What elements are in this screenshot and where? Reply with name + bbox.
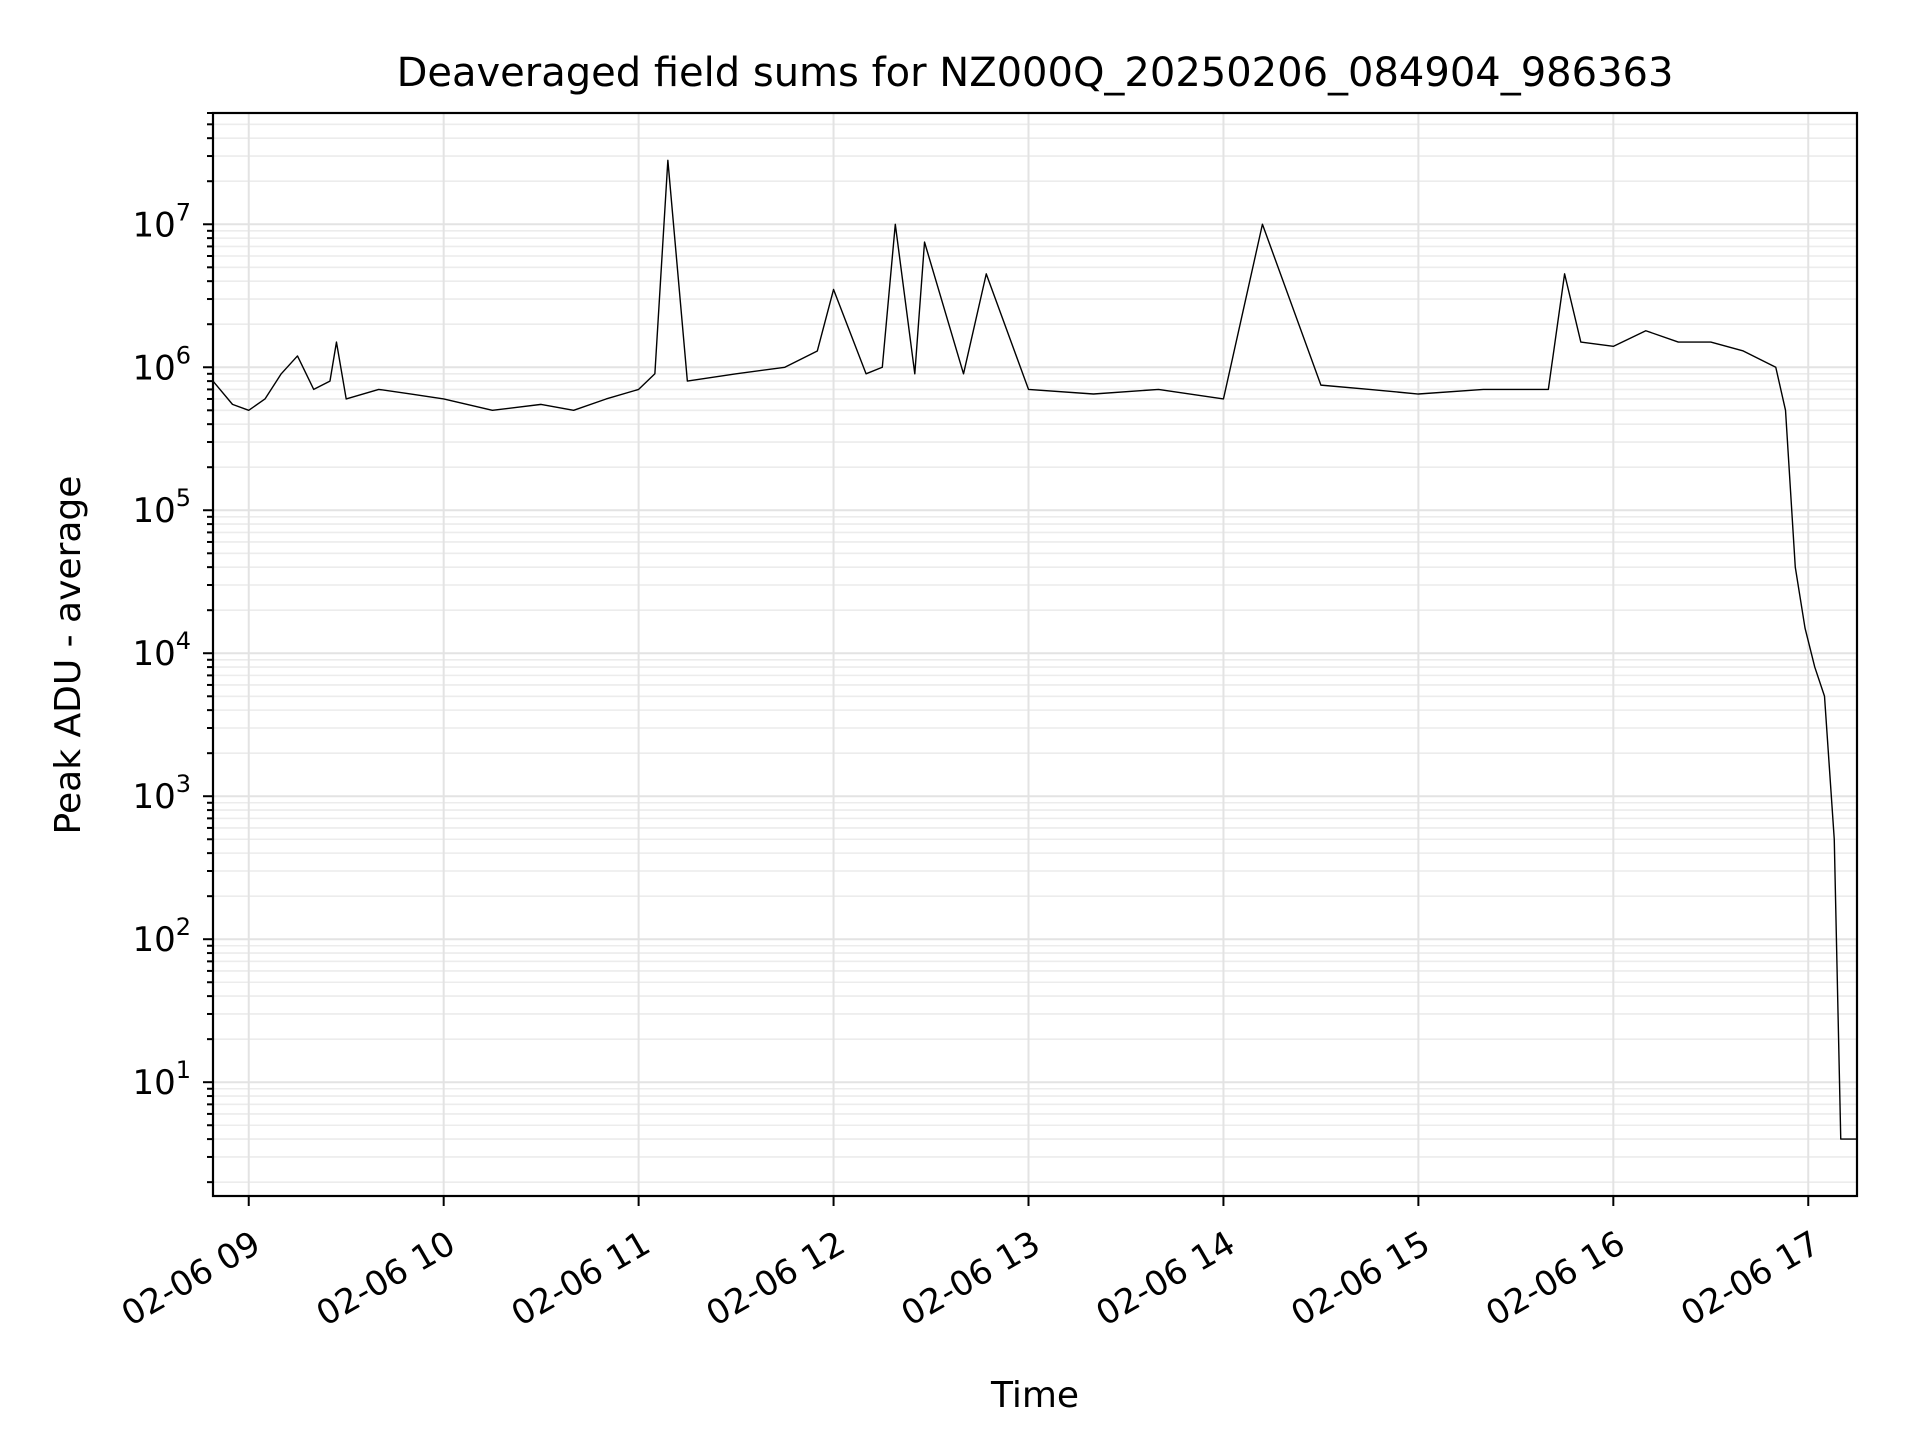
y-tick-label-exponent: 1 [176, 1056, 191, 1084]
x-tick-label: 02-06 09 [115, 1223, 267, 1334]
y-tick-label: 105 [132, 484, 191, 531]
series-layer [212, 159, 1857, 1140]
x-tick-label: 02-06 14 [1090, 1223, 1242, 1334]
y-tick-label-exponent: 6 [176, 341, 191, 369]
series-line-0 [212, 159, 1857, 1140]
y-tick-label-exponent: 5 [176, 484, 191, 512]
y-tick-label-base: 10 [132, 491, 175, 531]
y-tick-label: 102 [132, 913, 191, 960]
plot-area-frame [211, 111, 1859, 1198]
x-tick-label: 02-06 13 [895, 1223, 1047, 1334]
y-tick-label-base: 10 [132, 348, 175, 388]
x-tick-label: 02-06 15 [1284, 1223, 1436, 1334]
x-tick-label: 02-06 12 [700, 1223, 852, 1334]
y-tick-label-base: 10 [132, 777, 175, 817]
x-tick-label: 02-06 17 [1674, 1223, 1826, 1334]
grid [213, 112, 1857, 1196]
y-tick-label-base: 10 [132, 205, 175, 245]
x-tick-label: 02-06 11 [505, 1223, 657, 1334]
y-tick-label-exponent: 2 [176, 913, 191, 941]
y-axis-label: Peak ADU - average [48, 476, 89, 835]
y-tick-label: 106 [132, 341, 191, 388]
y-tick-label-base: 10 [132, 1063, 175, 1103]
chart-title: Deaveraged field sums for NZ000Q_2025020… [397, 50, 1674, 96]
x-tick-label: 02-06 10 [310, 1223, 462, 1334]
y-tick-label-exponent: 7 [176, 198, 191, 226]
x-axis-label: Time [990, 1375, 1079, 1416]
x-tick-label: 02-06 16 [1479, 1223, 1631, 1334]
y-tick-label: 107 [132, 198, 191, 245]
y-tick-label: 104 [132, 627, 191, 674]
y-tick-label: 101 [132, 1056, 191, 1103]
y-tick-label-exponent: 4 [176, 627, 191, 655]
y-tick-label-base: 10 [132, 634, 175, 674]
y-tick-label: 103 [132, 770, 191, 817]
y-tick-label-base: 10 [132, 920, 175, 960]
y-tick-label-exponent: 3 [176, 770, 191, 798]
